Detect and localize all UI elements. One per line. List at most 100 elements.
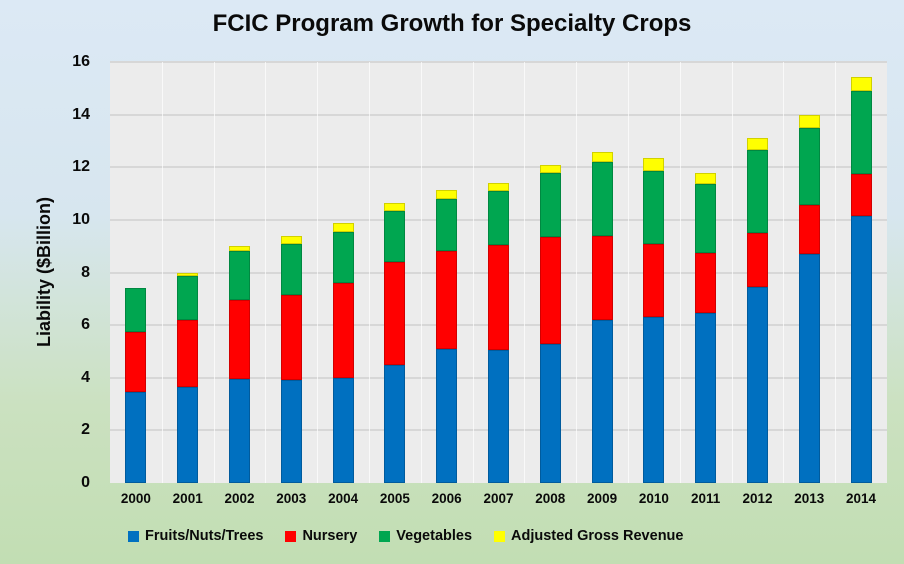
segment-fruits-nuts-trees-2002 (228, 379, 250, 483)
segment-vegetables-2009 (591, 162, 613, 236)
vertical-gridline (420, 62, 422, 483)
segment-adjusted-gross-revenue-2004 (332, 222, 354, 232)
bar-2003 (280, 235, 302, 483)
legend-swatch-adjusted-gross-revenue-icon (494, 530, 506, 542)
bar-slot-2012 (732, 62, 784, 483)
segment-vegetables-2012 (746, 150, 768, 234)
x-tick-label-2010: 2010 (638, 491, 669, 506)
segment-vegetables-2007 (487, 190, 509, 245)
x-tick-label-2002: 2002 (224, 491, 255, 506)
x-tick-label-2000: 2000 (120, 491, 151, 506)
gridline-14 (110, 113, 887, 116)
bar-2010 (643, 158, 665, 483)
segment-vegetables-2004 (332, 231, 354, 284)
segment-adjusted-gross-revenue-2006 (436, 189, 458, 199)
x-tick-label-2005: 2005 (379, 491, 410, 506)
x-axis-ticks: 2000 2001 2002 2003 2004 2005 2006 2007 2008 2009… (110, 491, 887, 506)
segment-nursery-2006 (436, 251, 458, 349)
segment-nursery-2009 (591, 235, 613, 320)
segment-adjusted-gross-revenue-2003 (280, 235, 302, 244)
legend-label-vegetables: Vegetables (396, 528, 473, 544)
segment-fruits-nuts-trees-2005 (384, 364, 406, 483)
segment-nursery-2014 (850, 173, 872, 216)
bar-2007 (487, 183, 509, 483)
bar-slot-2003 (265, 62, 317, 483)
y-tick-label-10: 10 (72, 210, 90, 228)
segment-fruits-nuts-trees-2009 (591, 319, 613, 483)
bar-slot-2006 (421, 62, 473, 483)
segment-fruits-nuts-trees-2012 (746, 286, 768, 483)
segment-nursery-2008 (539, 236, 561, 344)
vertical-gridline (213, 62, 215, 483)
vertical-gridline (783, 62, 785, 483)
segment-adjusted-gross-revenue-2012 (746, 138, 768, 151)
bar-slot-2013 (783, 62, 835, 483)
vertical-gridline (627, 62, 629, 483)
bar-2014 (850, 76, 872, 483)
segment-adjusted-gross-revenue-2005 (384, 202, 406, 211)
segment-vegetables-2006 (436, 198, 458, 252)
segment-adjusted-gross-revenue-2007 (487, 183, 509, 191)
x-tick-label-2009: 2009 (587, 491, 618, 506)
vertical-gridline (472, 62, 474, 483)
segment-nursery-2010 (643, 243, 665, 318)
vertical-gridline (679, 62, 681, 483)
y-tick-label-8: 8 (81, 263, 90, 281)
segment-fruits-nuts-trees-2013 (798, 254, 820, 483)
segment-vegetables-2000 (125, 288, 147, 332)
y-tick-label-16: 16 (72, 53, 90, 70)
chart-title: FCIC Program Growth for Specialty Crops (212, 10, 692, 37)
segment-vegetables-2005 (384, 210, 406, 262)
bar-slot-2005 (369, 62, 421, 483)
segment-nursery-2013 (798, 205, 820, 255)
legend-label-adjusted-gross-revenue: Adjusted Gross Revenue (511, 528, 684, 544)
y-tick-label-2: 2 (81, 421, 90, 439)
legend-item-adjusted-gross-revenue: Adjusted Gross Revenue (494, 528, 683, 544)
segment-fruits-nuts-trees-2008 (539, 343, 561, 483)
segment-fruits-nuts-trees-2003 (280, 380, 302, 483)
x-tick-label-2012: 2012 (742, 491, 773, 506)
x-tick-label-2011: 2011 (691, 491, 721, 506)
bar-2000 (125, 288, 147, 483)
vertical-gridline (835, 62, 837, 483)
vertical-gridline (576, 62, 578, 483)
legend-swatch-nursery-icon (285, 530, 297, 542)
bar-2009 (591, 151, 613, 483)
legend-label-nursery: Nursery (302, 528, 358, 544)
x-tick-label-2013: 2013 (794, 491, 825, 506)
bar-slot-2001 (162, 62, 214, 483)
legend-label-fruits-nuts-trees: Fruits/Nuts/Trees (145, 528, 264, 544)
bar-slot-2008 (524, 62, 576, 483)
segment-nursery-2002 (228, 300, 250, 380)
segment-vegetables-2011 (695, 184, 717, 253)
bar-slot-2010 (628, 62, 680, 483)
x-tick-label-2006: 2006 (431, 491, 462, 506)
segment-nursery-2012 (746, 233, 768, 287)
segment-vegetables-2014 (850, 90, 872, 174)
gridline-16 (110, 61, 887, 63)
segment-fruits-nuts-trees-2007 (487, 350, 509, 483)
vertical-gridline (161, 62, 163, 483)
legend-item-nursery: Nursery (285, 528, 357, 544)
bar-slot-2011 (680, 62, 732, 483)
legend-item-fruits-nuts-trees: Fruits/Nuts/Trees (128, 528, 263, 544)
segment-nursery-2005 (384, 261, 406, 365)
bar-2013 (798, 114, 820, 483)
bar-2006 (436, 189, 458, 483)
y-tick-label-4: 4 (81, 368, 90, 386)
segment-adjusted-gross-revenue-2010 (643, 158, 665, 172)
bar-2012 (746, 138, 768, 483)
bar-2004 (332, 222, 354, 483)
bar-2002 (228, 246, 250, 483)
legend-swatch-vegetables-icon (379, 530, 391, 542)
segment-vegetables-2003 (280, 243, 302, 295)
bar-slot-2009 (576, 62, 628, 483)
segment-fruits-nuts-trees-2004 (332, 377, 354, 483)
segment-adjusted-gross-revenue-2013 (798, 114, 820, 128)
legend-item-vegetables: Vegetables (379, 528, 472, 544)
gridline-12 (110, 166, 887, 169)
x-tick-label-2003: 2003 (276, 491, 307, 506)
segment-nursery-2007 (487, 244, 509, 351)
vertical-gridline (265, 62, 267, 483)
